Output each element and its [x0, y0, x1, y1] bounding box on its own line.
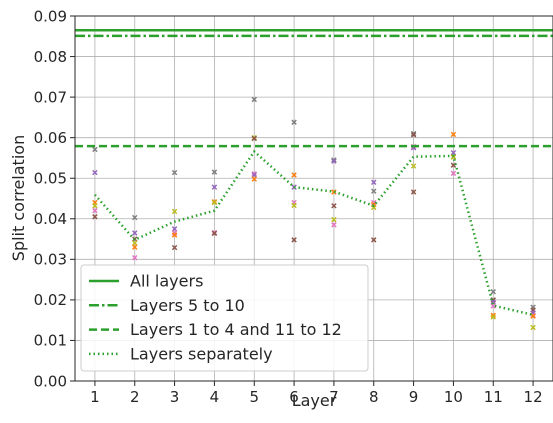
scatter-point [291, 202, 297, 209]
y-axis-label: Split correlation [9, 135, 28, 261]
y-tick-label: 0.08 [34, 48, 67, 66]
scatter-point [92, 146, 98, 153]
scatter-point [92, 203, 98, 209]
scatter-point [132, 240, 138, 246]
y-tick-label: 0.06 [34, 129, 67, 147]
scatter-point [171, 232, 178, 238]
x-axis-label: Layer [292, 391, 337, 410]
scatter-point [251, 135, 257, 142]
scatter-point [371, 237, 377, 243]
scatter-point [251, 171, 257, 177]
scatter-point [371, 188, 377, 194]
scatter-point [410, 189, 417, 195]
x-tick-label: 1 [90, 388, 100, 406]
scatter-point [132, 214, 138, 221]
scatter-point [171, 169, 178, 176]
scatter-point [331, 216, 337, 223]
y-ticks: 0.00 0.01 0.02 0.03 0.04 0.05 0.06 0.07 0.08 0.09 [34, 7, 75, 390]
scatter-point [450, 149, 457, 156]
scatter-point [171, 226, 178, 232]
scatter-point [530, 313, 536, 319]
scatter-point [211, 184, 218, 190]
y-tick-label: 0.07 [34, 88, 67, 106]
y-tick-label: 0.02 [34, 291, 67, 309]
scatter-point [450, 162, 457, 168]
scatter-point [132, 244, 138, 250]
x-tick-label: 11 [484, 388, 503, 406]
legend-label: Layers separately [130, 345, 273, 364]
legend-box [80, 264, 369, 372]
scatter-point [331, 189, 337, 195]
plot-frame [74, 15, 553, 382]
scatter-point [490, 314, 496, 320]
scatter-points [92, 96, 536, 331]
scatter-point [211, 230, 218, 237]
x-tick-label: 10 [444, 388, 463, 406]
scatter-point [251, 96, 257, 103]
legend-label: All layers [130, 272, 203, 291]
y-tick-label: 0.04 [34, 210, 67, 228]
scatter-point [371, 179, 377, 186]
legend-label: Layers 1 to 4 and 11 to 12 [130, 320, 342, 339]
y-tick-label: 0.00 [34, 372, 67, 390]
x-tick-label: 9 [409, 388, 419, 406]
scatter-point [450, 131, 457, 138]
scatter-point [251, 176, 257, 182]
scatter-point [211, 199, 218, 206]
scatter-point [291, 119, 297, 125]
y-tick-label: 0.09 [34, 7, 67, 25]
x-tick-label: 8 [369, 388, 379, 406]
scatter-point [410, 163, 417, 169]
scatter-point [490, 289, 496, 295]
scatter-point [211, 169, 218, 175]
scatter-point [92, 207, 98, 214]
scatter-point [331, 157, 337, 163]
scatter-point [490, 312, 496, 319]
scatter-point [450, 170, 457, 177]
scatter-point [530, 324, 536, 331]
scatter-point [92, 169, 98, 176]
scatter-point [410, 132, 417, 138]
x-tick-label: 2 [130, 388, 140, 406]
x-ticks: 1 2 3 4 5 6 7 8 9 10 11 12 [90, 381, 543, 406]
x-tick-label: 6 [289, 388, 299, 406]
scatter-point [331, 203, 337, 209]
scatter-point [410, 130, 417, 137]
y-tick-label: 0.01 [34, 332, 67, 350]
x-tick-label: 7 [329, 388, 339, 406]
scatter-point [92, 214, 98, 220]
scatter-point [331, 158, 337, 164]
scatter-point [291, 172, 297, 178]
scatter-point [251, 172, 257, 178]
scatter-point [171, 244, 178, 251]
legend-label: Layers 5 to 10 [130, 296, 245, 315]
scatter-point [132, 254, 138, 261]
x-tick-label: 5 [249, 388, 259, 406]
scatter-point [132, 230, 138, 236]
legend: All layers Layers 5 to 10 Layers 1 to 4 an… [80, 264, 369, 372]
x-tick-label: 3 [170, 388, 180, 406]
x-tick-label: 4 [210, 388, 220, 406]
scatter-point [171, 208, 178, 215]
y-tick-label: 0.05 [34, 169, 67, 187]
series-lines [75, 28, 553, 317]
scatter-point [331, 222, 337, 228]
x-tick-label: 12 [524, 388, 543, 406]
y-tick-label: 0.03 [34, 251, 67, 269]
scatter-point [291, 237, 297, 243]
